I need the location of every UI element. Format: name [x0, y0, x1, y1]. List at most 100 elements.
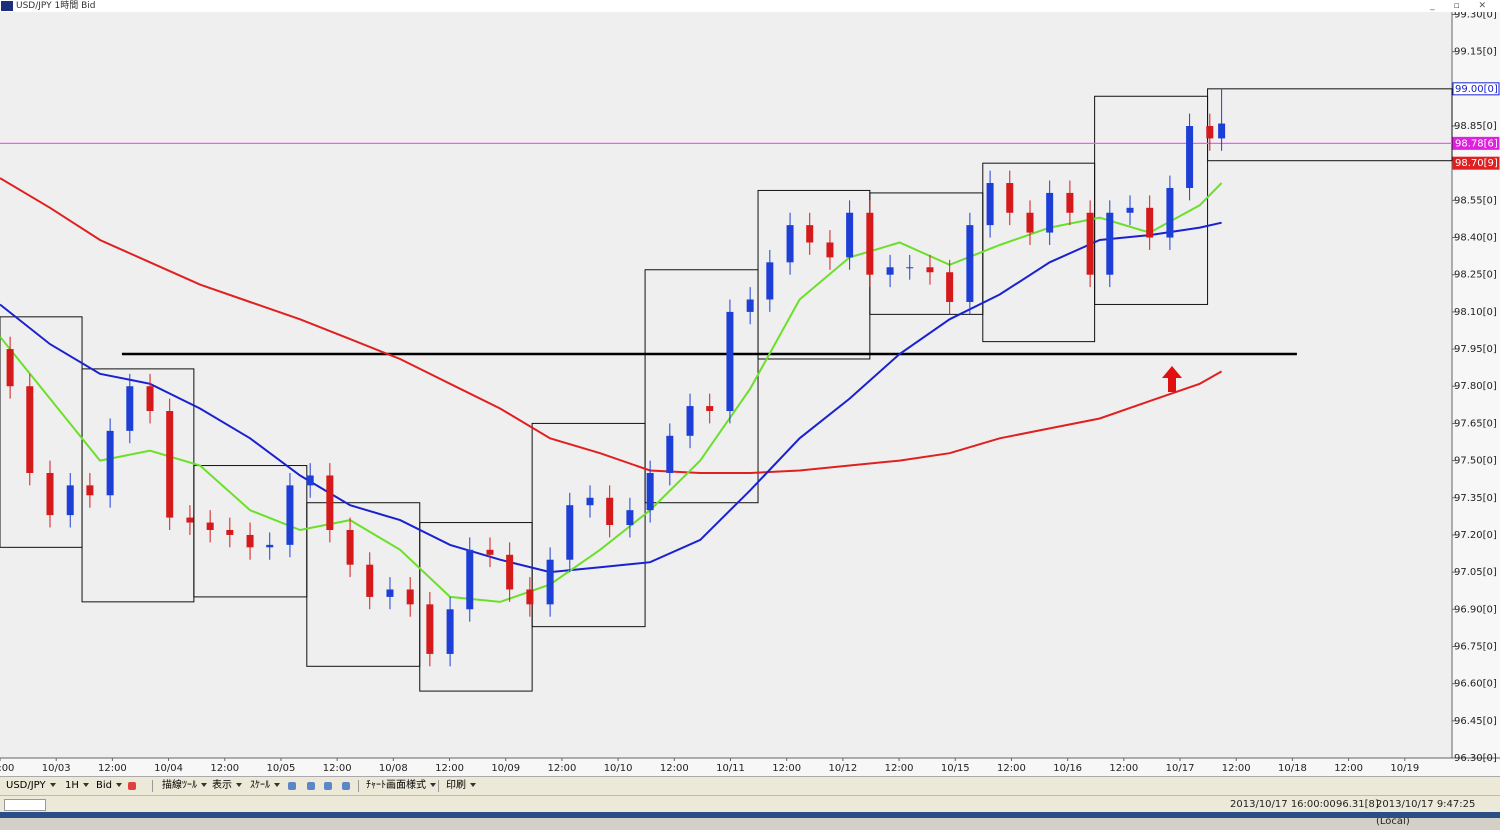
- candle-body: [1006, 183, 1014, 213]
- y-tick-label: 98.40[0]: [1454, 233, 1497, 244]
- candle-body: [1066, 192, 1074, 213]
- view-menu[interactable]: 表示: [212, 777, 242, 795]
- candle-body: [546, 559, 554, 605]
- scrollbar[interactable]: [4, 799, 46, 811]
- candle-body: [486, 549, 494, 555]
- x-tick-label: 10/12: [828, 763, 857, 774]
- window-title: USD/JPY 1時間 Bid: [16, 1, 96, 11]
- chart-style-menu[interactable]: ﾁｬｰﾄ画面様式: [366, 777, 436, 795]
- x-tick-label: 12:00: [1334, 763, 1363, 774]
- price-label: 98.70[9]: [1455, 158, 1498, 169]
- symbol-menu[interactable]: USD/JPY: [6, 777, 56, 795]
- x-tick-label: 12:00: [435, 763, 464, 774]
- x-tick-label: 10/08: [379, 763, 408, 774]
- candle-body: [26, 386, 34, 473]
- x-tick-label: 12:00: [772, 763, 801, 774]
- x-tick-label: 10/17: [1166, 763, 1195, 774]
- color-button[interactable]: [128, 782, 136, 790]
- candle-body: [166, 411, 174, 518]
- candle-body: [1106, 212, 1114, 275]
- taskbar: [0, 812, 1500, 818]
- candle-body: [806, 225, 814, 243]
- x-tick-label: 10/09: [491, 763, 520, 774]
- toolbar: USD/JPY 1H Bid 描線ﾂｰﾙ 表示 ｽｹｰﾙ ﾁｬｰﾄ画面様式 印刷: [0, 776, 1500, 795]
- candle-body: [1026, 212, 1034, 233]
- candle-body: [46, 472, 54, 516]
- candle-body: [506, 554, 514, 590]
- candle-body: [886, 267, 894, 275]
- candle-body: [426, 604, 434, 654]
- x-tick-label: 10/16: [1053, 763, 1082, 774]
- y-tick-label: 96.30[0]: [1454, 753, 1497, 764]
- candle-body: [986, 183, 994, 226]
- price-menu[interactable]: Bid: [96, 777, 122, 795]
- candle-body: [646, 472, 654, 511]
- price-label-box: [1452, 82, 1500, 96]
- x-tick-label: 10/19: [1390, 763, 1419, 774]
- candle-body: [666, 435, 674, 473]
- y-tick-label: 96.45[0]: [1454, 716, 1497, 727]
- price-label: 98.78[6]: [1455, 138, 1498, 149]
- price-axis: [1452, 12, 1500, 758]
- arrow: [1162, 366, 1182, 392]
- x-tick-label: 10/04: [154, 763, 183, 774]
- candle-body: [6, 349, 14, 387]
- range-box: [1094, 95, 1209, 305]
- candle-body: [146, 386, 154, 412]
- candle-body: [226, 529, 234, 535]
- candle-body: [586, 497, 594, 506]
- moving-average-line: [0, 221, 1222, 574]
- period-menu[interactable]: 1H: [65, 777, 89, 795]
- scale-menu[interactable]: ｽｹｰﾙ: [250, 777, 280, 795]
- range-box: [644, 269, 759, 504]
- candle-body: [186, 517, 194, 523]
- candle-body: [946, 272, 954, 302]
- moving-average-line: [0, 182, 1223, 603]
- title-bar: USD/JPY 1時間 Bid _ ▫ ✕: [0, 0, 1500, 12]
- candle-body: [866, 212, 874, 275]
- window-buttons[interactable]: _ ▫ ✕: [1430, 1, 1494, 11]
- candle-body: [1186, 126, 1194, 188]
- x-tick-label: 12:00: [885, 763, 914, 774]
- y-tick-label: 96.60[0]: [1454, 679, 1497, 690]
- plot-area: [0, 12, 1452, 758]
- candle-body: [706, 406, 714, 412]
- zoom-button[interactable]: [324, 782, 332, 790]
- y-tick-label: 98.55[0]: [1454, 195, 1497, 206]
- zoom-button[interactable]: [307, 782, 315, 790]
- draw-tool-menu[interactable]: 描線ﾂｰﾙ: [162, 777, 207, 795]
- time-axis: [0, 758, 1500, 776]
- candle-body: [766, 262, 774, 300]
- x-tick-label: 10/15: [941, 763, 970, 774]
- candle-body: [606, 497, 614, 526]
- x-tick-label: 10/05: [267, 763, 296, 774]
- y-tick-label: 97.95[0]: [1454, 344, 1497, 355]
- candle-body: [306, 475, 314, 486]
- candle-body: [686, 406, 694, 436]
- zoom-button[interactable]: [342, 782, 350, 790]
- x-tick-label: 12:00: [323, 763, 352, 774]
- price-label: 99.00[0]: [1455, 84, 1498, 95]
- price-label-box: [1452, 136, 1500, 150]
- candle-body: [366, 564, 374, 597]
- x-tick-label: 12:00: [98, 763, 127, 774]
- x-tick-label: 12:00: [997, 763, 1026, 774]
- zoom-button[interactable]: [288, 782, 296, 790]
- candle-body: [786, 225, 794, 263]
- y-tick-label: 97.05[0]: [1454, 567, 1497, 578]
- status-bar: 2013/10/17 16:00:00 96.31[8] 2013/10/17 …: [0, 795, 1500, 827]
- range-box: [1207, 88, 1453, 162]
- y-tick-label: 98.85[0]: [1454, 121, 1497, 132]
- candle-body: [1206, 126, 1214, 139]
- candle-body: [1086, 212, 1094, 275]
- candle-body: [106, 430, 114, 496]
- candle-body: [1126, 207, 1134, 213]
- y-tick-label: 97.80[0]: [1454, 381, 1497, 392]
- y-tick-label: 98.10[0]: [1454, 307, 1497, 318]
- candle-body: [266, 544, 274, 548]
- print-menu[interactable]: 印刷: [446, 777, 476, 795]
- x-tick-label: 12:00: [1222, 763, 1251, 774]
- candle-body: [446, 609, 454, 654]
- candle-body: [386, 589, 394, 597]
